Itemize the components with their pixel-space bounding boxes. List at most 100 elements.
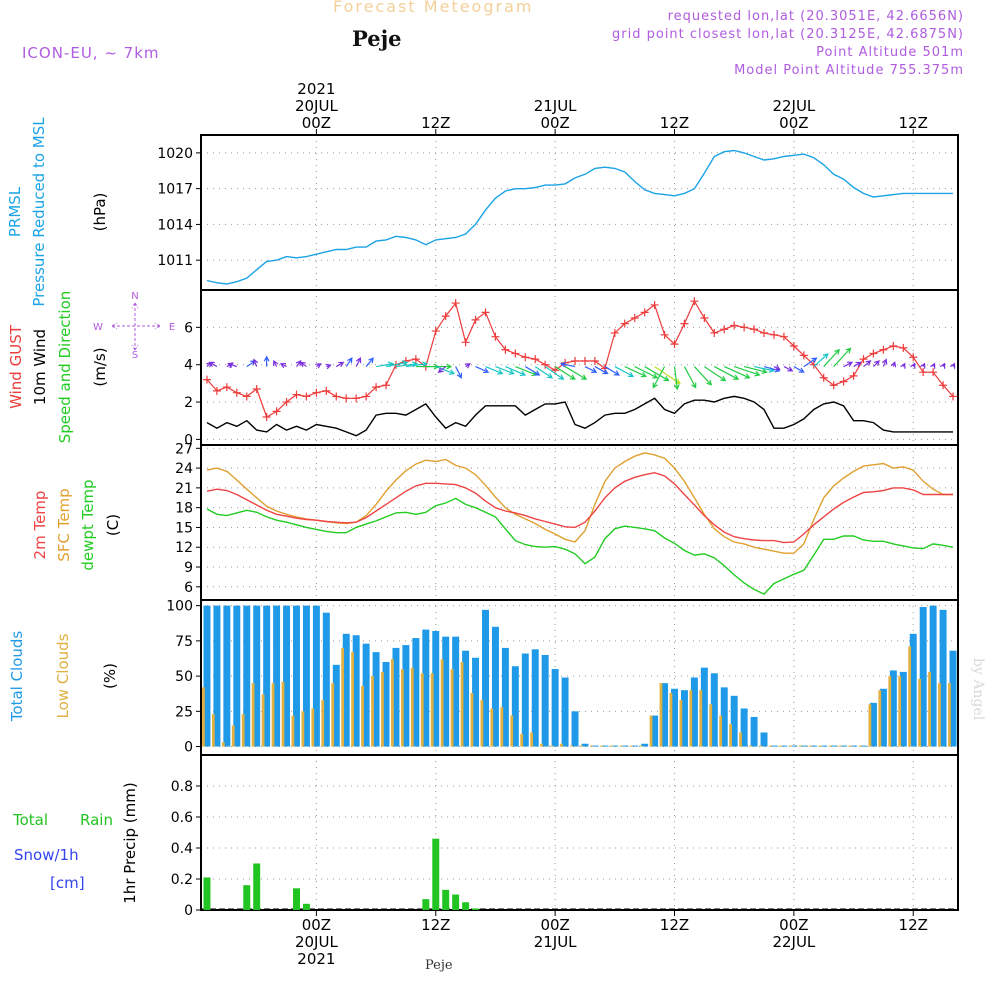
gust-marker [760,328,769,337]
label-dewpt: dewpt Temp [79,479,97,570]
total-cloud-bar [601,745,609,747]
time-label-bottom: 00Z [302,916,331,934]
wind-arrow [910,362,916,369]
wind-arrow [435,366,456,375]
y-tick-label: 0.6 [171,810,193,826]
compass-s: S [132,350,138,361]
wind-arrow [783,366,794,372]
y-tick-label: 0.8 [171,779,193,795]
wind-arrow [793,366,805,373]
y-tick-label: 9 [184,560,193,576]
total-cloud-bar [422,629,430,747]
total-cloud-bar [312,605,320,747]
low-cloud-bar [938,683,941,747]
total-cloud-bar [541,654,549,747]
gust-marker [461,338,470,347]
low-cloud-bar [759,745,762,747]
gust-marker [580,356,589,365]
low-cloud-bar [948,683,951,747]
total-cloud-bar [800,745,808,747]
y-tick-label: 1014 [157,217,193,233]
low-cloud-bar [540,743,543,747]
low-cloud-bar [639,745,643,747]
panel-2: 0 2 4 6 [184,289,959,448]
low-cloud-bar [589,745,593,747]
gust-marker [322,386,331,395]
wind-arrow [365,357,374,367]
gust-marker [242,392,251,401]
total-cloud-bar [860,745,867,747]
y-tick-label: 27 [175,441,193,457]
gust-marker [869,349,878,358]
wind-arrow [773,364,781,371]
rain-bar [422,899,430,910]
gust-marker [710,328,719,337]
low-cloud-bar [470,693,474,747]
time-label-top: 00Z [779,114,808,132]
wind-arrow [940,362,946,369]
low-cloud-bar [749,745,752,747]
label-snow: Snow/1h [14,846,79,864]
total-cloud-bar [342,633,350,747]
low-cloud-bar [321,700,325,747]
total-cloud-bar [402,645,410,747]
low-cloud-bar [460,662,464,747]
compass-e: E [169,322,175,333]
total-cloud-bar [213,605,221,747]
total-cloud-bar [273,605,281,747]
total-cloud-bar [820,745,828,747]
gust-marker [302,392,311,401]
low-cloud-bar [231,725,235,747]
time-label-bottom: 12Z [421,916,450,934]
wind-arrow [534,366,554,379]
signature: by Angel [970,658,986,721]
total-cloud-bar [521,653,529,747]
total-cloud-bar [780,745,788,747]
label-cm: [cm] [50,874,85,892]
total-cloud-bar [322,612,330,747]
total-cloud-bar [919,607,927,747]
gust-marker [232,388,241,397]
low-cloud-bar [301,711,305,747]
label-t2m: 2m Temp [31,491,49,560]
label-total: Total [12,811,48,829]
gust-marker [849,371,858,380]
low-cloud-bar [201,687,205,747]
y-tick-label: 1020 [157,146,193,162]
wind-arrow [843,361,854,368]
wind-arrow [273,359,279,367]
total-cloud-bar [850,745,858,747]
total-cloud-bar [840,745,848,747]
total-cloud-bar [641,743,649,747]
gust-marker [382,381,391,390]
low-cloud-bar [341,647,345,747]
y-tick-label: 0 [184,432,193,448]
time-label-top: 00Z [540,114,569,132]
gust-marker [859,355,868,364]
wind-arrow [624,366,647,378]
gust-marker [899,343,908,352]
gust-marker [312,388,321,397]
low-cloud-bar [788,745,792,747]
gust-marker [262,412,271,421]
low-cloud-bar [221,742,225,747]
low-cloud-bar [361,685,364,747]
label-low-clouds: Low Clouds [54,633,72,718]
time-label-bottom: 00Z [779,916,808,934]
y-tick-label: 0 [184,740,193,756]
wind-arrow [733,365,761,377]
low-cloud-bar [679,700,683,747]
total-cloud-bar [283,605,291,747]
low-cloud-bar [291,715,295,747]
gust-marker [949,392,958,401]
wind-arrow [355,357,362,367]
gust-marker [352,394,361,403]
low-cloud-bar [381,671,384,747]
panel-3: 6 9 12 15 18 21 24 27 [175,441,959,601]
wind-arrow [475,366,490,374]
label-hpa: (hPa) [91,193,109,232]
compass-w: W [93,322,103,333]
wind-arrow [823,348,840,367]
time-label-top: 22JUL [772,97,815,115]
total-cloud-bar [561,677,569,747]
